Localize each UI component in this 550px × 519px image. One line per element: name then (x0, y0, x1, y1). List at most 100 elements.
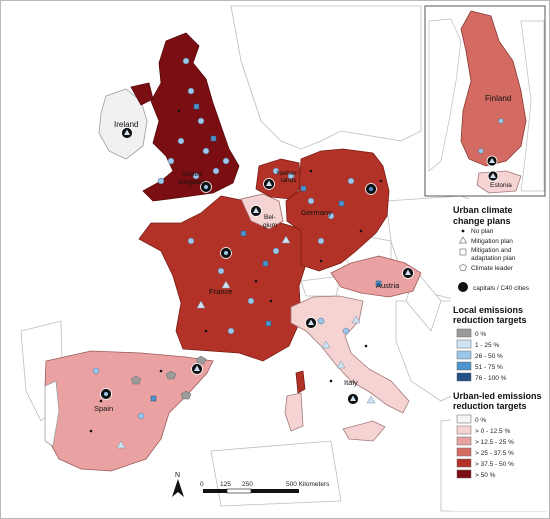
uk-region (142, 32, 240, 202)
city-marker (300, 185, 307, 192)
capital-paris (220, 247, 232, 259)
scale-tick: 500 Kilometers (286, 481, 330, 488)
city-marker (247, 297, 255, 305)
label-belgium-line1: Bel- (264, 214, 276, 221)
label-netherlands-line2: lands (281, 177, 297, 184)
city-marker (317, 237, 325, 245)
label-finland: Finland (485, 94, 511, 103)
inset-capital-tallinn (487, 170, 499, 182)
capital-dublin (121, 127, 133, 139)
city-marker (347, 177, 355, 185)
legend-urban-label: > 0 - 12.5 % (475, 428, 510, 435)
city-marker (272, 167, 280, 175)
capital-barcelona (191, 363, 203, 375)
city-marker (221, 280, 231, 289)
label-estonia: Estonia (490, 182, 512, 189)
northern-ireland-region (130, 82, 154, 106)
sicily-region (342, 420, 386, 442)
north-arrow-label: N (175, 472, 180, 479)
legend-urban-swatch (456, 469, 472, 479)
city-marker (329, 379, 333, 383)
capital-madrid (100, 388, 112, 400)
city-marker (196, 300, 206, 309)
corsica-region (295, 370, 306, 394)
capital-berlin (365, 183, 377, 195)
city-marker (165, 370, 177, 380)
label-austria: Austria (376, 281, 400, 290)
city-marker (307, 197, 315, 205)
russia-inset-region (520, 20, 545, 192)
city-marker (379, 179, 383, 183)
city-marker (167, 157, 175, 165)
capital-brussels (250, 205, 262, 217)
belgium-region (240, 193, 284, 230)
legend-local-swatch (456, 372, 472, 382)
city-marker (498, 118, 504, 124)
city-marker (193, 103, 200, 110)
city-marker (327, 212, 335, 220)
square-icon (459, 248, 467, 256)
inset-capital-helsinki (486, 155, 498, 167)
legend-local-label: 1 - 25 % (475, 342, 499, 349)
city-markers (89, 57, 383, 449)
city-marker (202, 147, 210, 155)
city-marker (159, 369, 163, 373)
legend-local-label: 0 % (475, 331, 486, 338)
north-arrow: N (172, 472, 184, 497)
country-labels: Ireland United Kingdom Nether- lands Bel… (94, 120, 400, 413)
legend-urban-swatch (456, 414, 472, 424)
city-marker (262, 260, 269, 267)
triangle-icon (458, 236, 468, 244)
sweden-inset-region (428, 18, 462, 172)
legend-plan-label: adaptation plan (471, 255, 516, 262)
legend-urban-swatch (456, 436, 472, 446)
legend-urban-label: > 12.5 - 25 % (475, 439, 514, 446)
legend-local-swatch (456, 350, 472, 360)
city-marker (227, 327, 235, 335)
city-marker (180, 390, 192, 400)
city-marker (182, 57, 190, 65)
capital-london (200, 181, 212, 193)
legend-urban-label: > 50 % (475, 472, 496, 479)
city-marker (99, 399, 103, 403)
city-marker (92, 367, 100, 375)
city-marker (187, 87, 195, 95)
capital-markers (100, 127, 414, 405)
label-spain: Spain (94, 404, 113, 413)
legend-urban-swatches: 0 % > 0 - 12.5 % > 12.5 - 25 % > 25 - 37.5 … (456, 414, 514, 479)
capital-rome (347, 393, 359, 405)
legend-local-swatch (456, 361, 472, 371)
city-marker (336, 360, 346, 369)
legend: Urban climate change plans No plan Mitig… (451, 199, 547, 511)
city-marker (366, 395, 376, 404)
scale-tick: 0 (200, 481, 204, 488)
label-uk-line2: Kingdom (179, 179, 205, 186)
city-marker (197, 117, 205, 125)
city-marker (364, 344, 368, 348)
city-marker (240, 230, 247, 237)
city-marker (116, 440, 126, 449)
label-uk-line1: United (183, 171, 202, 178)
sardinia-region (284, 392, 304, 432)
germany-region (285, 148, 390, 272)
city-marker (319, 259, 323, 263)
capital-amsterdam (263, 178, 275, 190)
legend-urban-label: > 25 - 37.5 % (475, 450, 514, 457)
legend-urban-swatch (456, 425, 472, 435)
inset-map: Finland Estonia (424, 5, 546, 197)
label-belgium-line2: gium (263, 222, 277, 229)
label-france: France (209, 287, 232, 296)
pentagon-icon (459, 263, 467, 271)
ireland-region (98, 88, 148, 160)
legend-urban-label: > 37.5 - 50 % (475, 461, 514, 468)
legend-local-swatches: 0 % 1 - 25 % 26 - 50 % 51 - 75 % 76 - 100 % (456, 328, 507, 382)
city-marker (212, 167, 220, 175)
city-marker (265, 320, 272, 327)
legend-plan-label: Mitigation plan (471, 238, 513, 245)
legend-urban-title-line2: reduction targets (453, 401, 527, 411)
france-region (138, 195, 308, 362)
legend-local-swatch (456, 328, 472, 338)
legend-local-title-line1: Local emissions (453, 305, 523, 315)
scale-tick: 250 (242, 481, 253, 488)
legend-local-label: 26 - 50 % (475, 353, 503, 360)
